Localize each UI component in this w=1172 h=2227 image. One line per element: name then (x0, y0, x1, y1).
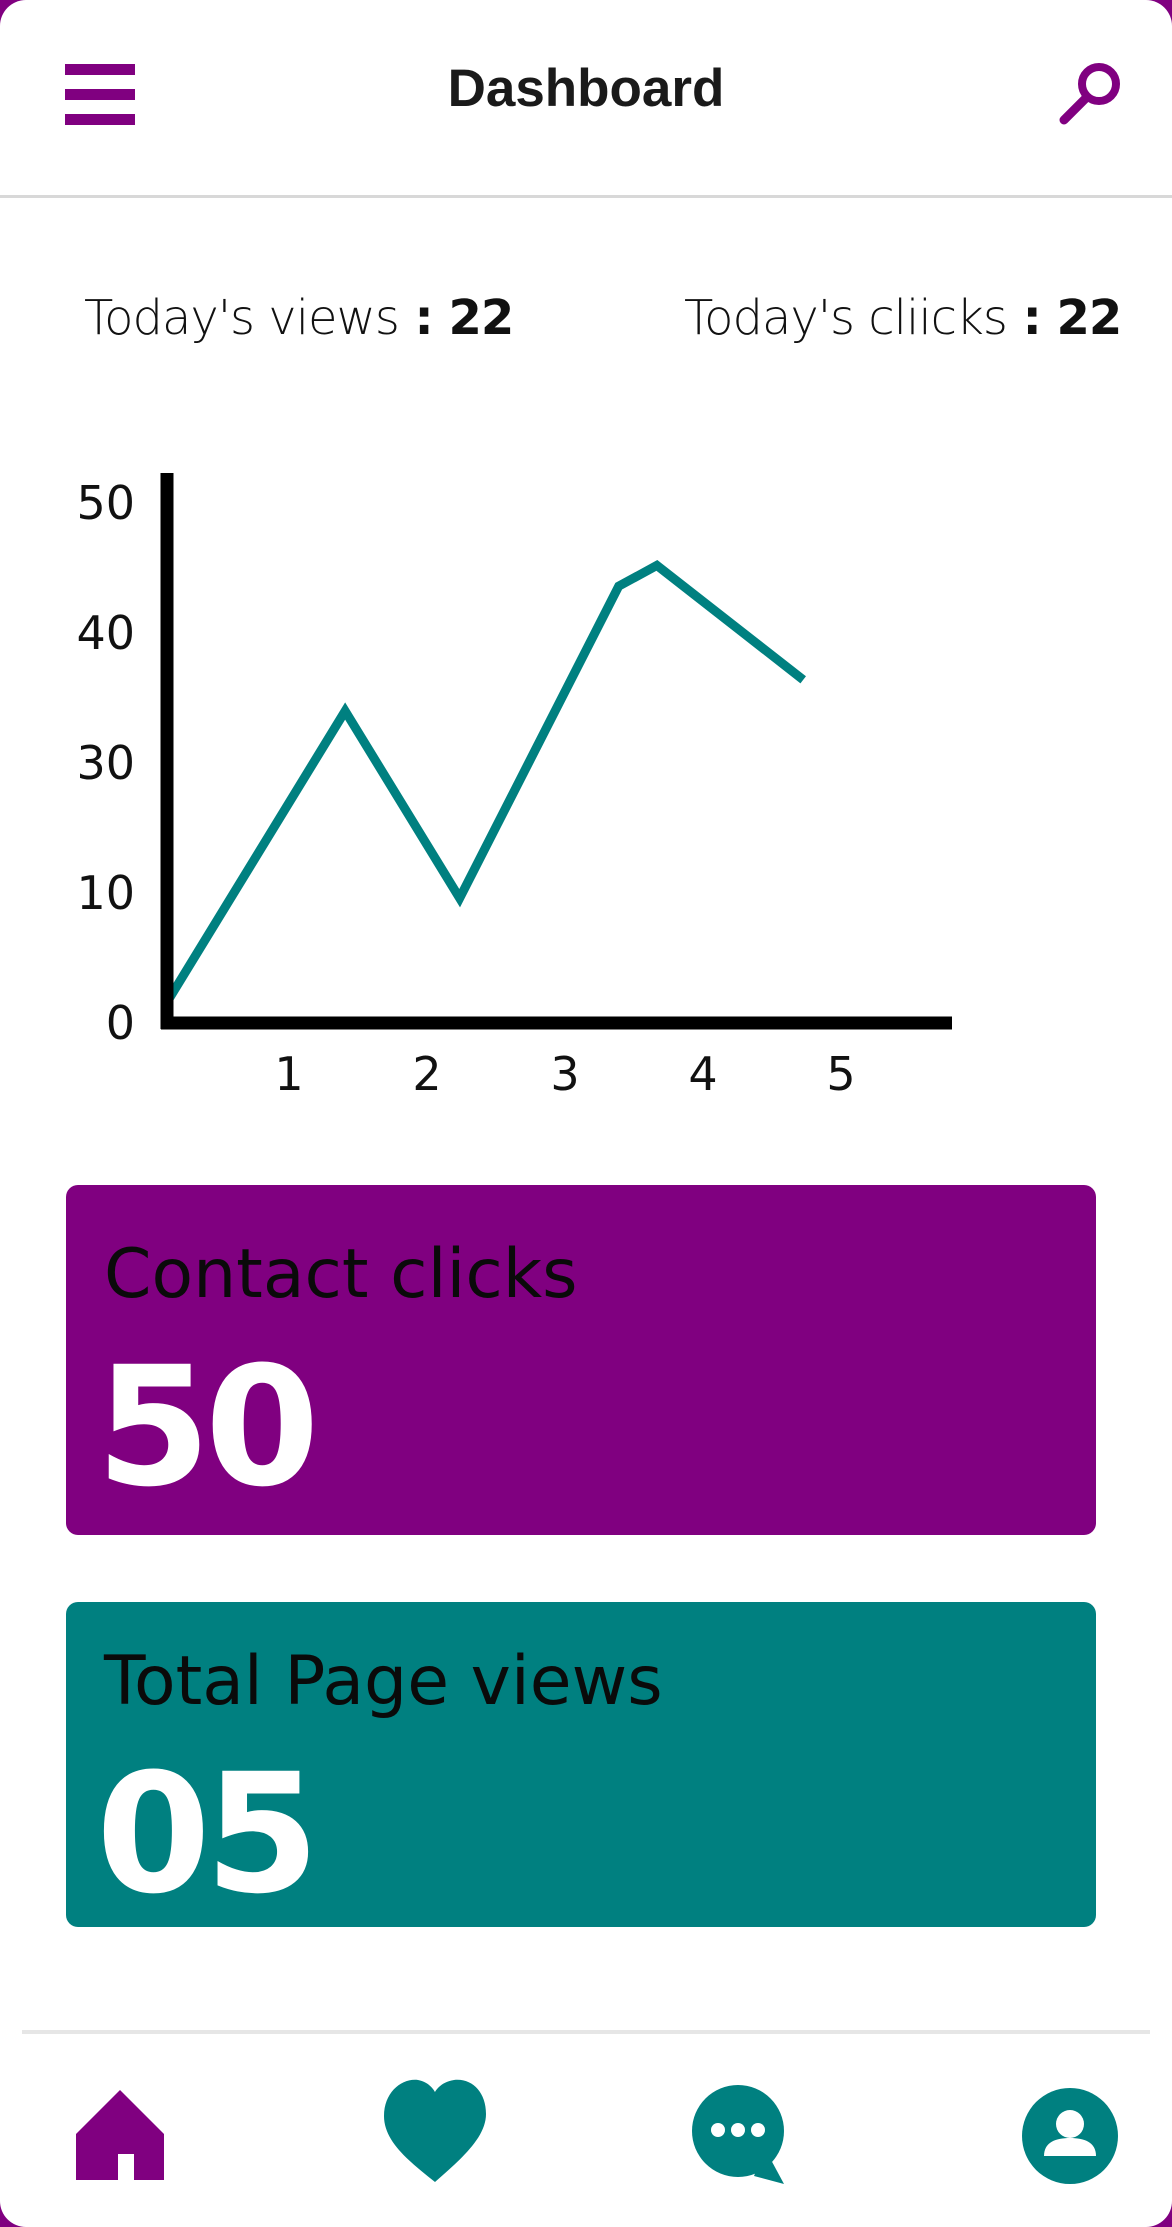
search-icon[interactable] (1055, 60, 1125, 130)
y-tick-label: 40 (76, 606, 135, 660)
todays-clicks-value: 22 (1056, 290, 1123, 346)
chat-bubble-icon (692, 2085, 784, 2184)
x-tick-label: 5 (826, 1047, 855, 1101)
y-tick-label: 50 (76, 476, 135, 530)
x-tick-label: 4 (688, 1047, 717, 1101)
views-line-chart: 0 10 30 40 50 1 2 3 4 5 (76, 473, 952, 1101)
y-tick-label: 30 (76, 736, 135, 790)
todays-views-separator: : (398, 290, 449, 346)
contact-clicks-title: Contact clicks (104, 1235, 578, 1314)
todays-clicks-label: Today's cliicks (684, 290, 1008, 346)
hamburger-menu-icon[interactable] (60, 60, 136, 130)
y-tick-label: 0 (106, 996, 135, 1050)
todays-clicks-stat: Today's cliicks : 22 (684, 290, 1123, 346)
series-line (163, 560, 806, 1005)
todays-views-value: 22 (448, 290, 514, 346)
home-icon (76, 2090, 164, 2180)
heart-icon (384, 2079, 486, 2182)
x-tick-label: 1 (274, 1047, 303, 1101)
bottom-navigation (22, 2030, 1150, 2227)
nav-home[interactable] (70, 2084, 170, 2184)
nav-messages[interactable] (692, 2084, 812, 2194)
contact-clicks-card[interactable]: Contact clicks 50 (66, 1185, 1096, 1535)
todays-views-label: Today's views (84, 290, 400, 346)
nav-profile[interactable] (1020, 2086, 1120, 2186)
total-page-views-value: 05 (96, 1738, 320, 1930)
x-tick-label: 2 (412, 1047, 441, 1101)
page-title: Dashboard (447, 59, 725, 118)
todays-views-stat: Today's views : 22 (84, 290, 514, 346)
contact-clicks-value: 50 (96, 1331, 320, 1523)
y-tick-label: 10 (76, 866, 135, 920)
total-page-views-title: Total Page views (104, 1642, 663, 1721)
todays-clicks-separator: : (1006, 290, 1057, 346)
total-page-views-card[interactable]: Total Page views 05 (66, 1602, 1096, 1927)
profile-icon (1022, 2088, 1118, 2184)
nav-favorites[interactable] (380, 2078, 490, 2188)
x-tick-label: 3 (550, 1047, 579, 1101)
app-header: Dashboard (0, 0, 1172, 198)
